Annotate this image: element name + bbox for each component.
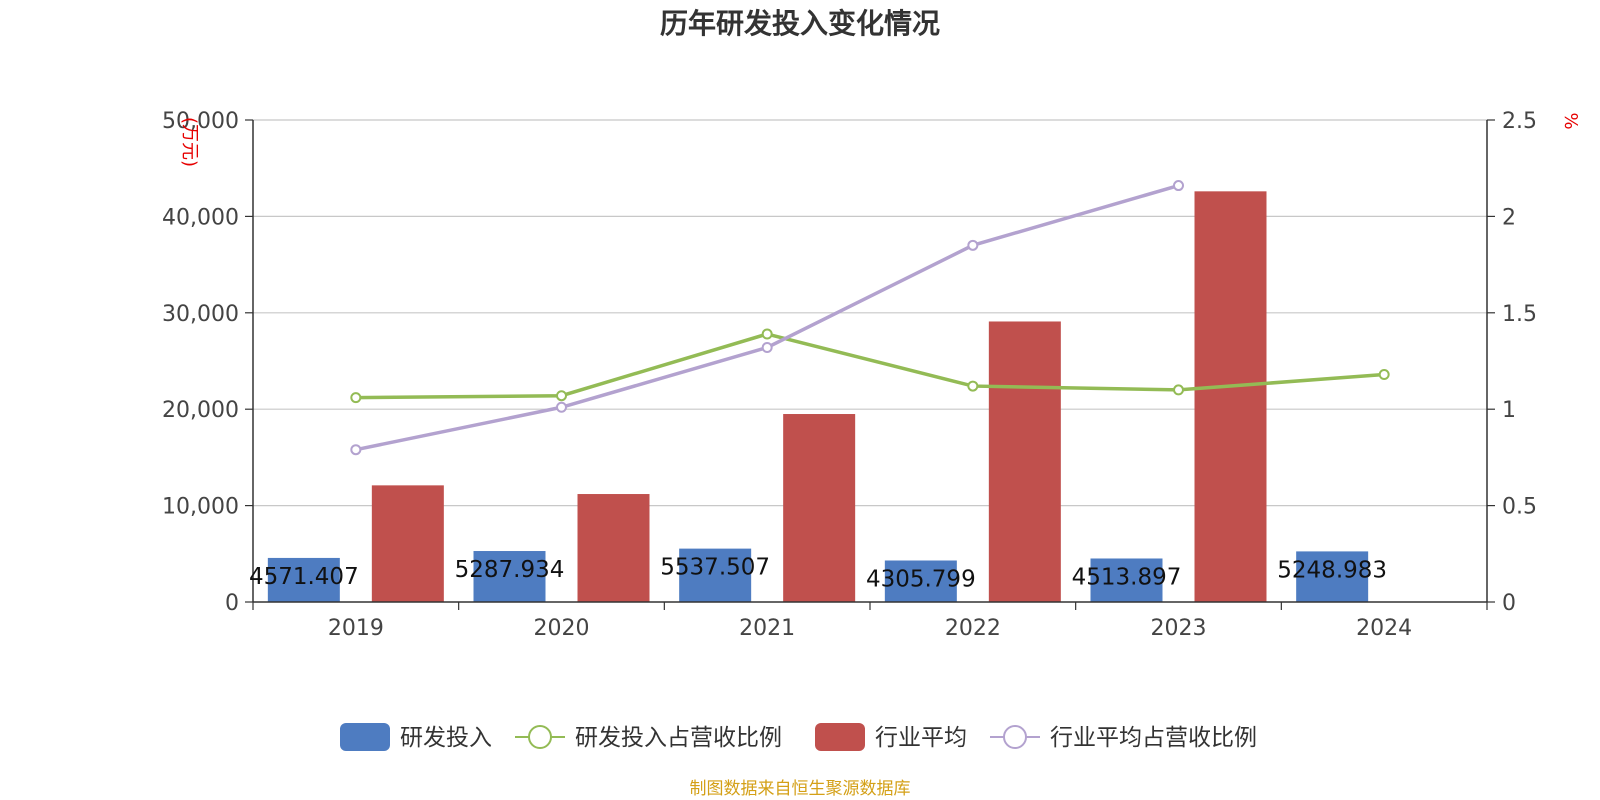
bar-industry bbox=[988, 321, 1061, 602]
x-tick-label: 2021 bbox=[739, 616, 795, 641]
right-tick-label: 0 bbox=[1502, 591, 1516, 616]
line-point bbox=[556, 390, 567, 402]
right-tick-label: 1 bbox=[1502, 398, 1516, 423]
line-point bbox=[761, 328, 773, 340]
bar-industry bbox=[1194, 191, 1267, 602]
bar-rd bbox=[1090, 558, 1163, 602]
right-axis-unit: % bbox=[1560, 112, 1581, 129]
line-point bbox=[761, 342, 773, 354]
chart-title: 历年研发投入变化情况 bbox=[660, 7, 940, 40]
bar-data-label: 5248.983 bbox=[1277, 557, 1387, 583]
legend-marker bbox=[1003, 725, 1027, 749]
legend: 研发投入 研发投入占营收比例 行业平均 行业平均占营收比例 bbox=[340, 723, 1257, 751]
bar-rd bbox=[473, 551, 546, 602]
bar-data-label: 5287.934 bbox=[455, 557, 565, 583]
bar-data-label: 4513.897 bbox=[1072, 564, 1182, 590]
bar-rd bbox=[884, 560, 957, 602]
line-point bbox=[1378, 368, 1390, 380]
line-point bbox=[350, 444, 362, 456]
legend-label: 行业平均 bbox=[875, 725, 967, 751]
line-point bbox=[967, 380, 979, 392]
x-tick-label: 2019 bbox=[328, 616, 384, 641]
legend-label: 行业平均占营收比例 bbox=[1050, 725, 1257, 751]
bar-data-label: 4305.799 bbox=[866, 566, 976, 592]
right-tick-label: 2 bbox=[1502, 205, 1516, 230]
bar-rd bbox=[1296, 551, 1369, 602]
line-point bbox=[350, 392, 362, 404]
lines bbox=[350, 180, 1390, 456]
bar-industry bbox=[371, 485, 444, 602]
left-tick-label: 0 bbox=[225, 591, 239, 616]
bar-industry bbox=[577, 494, 650, 602]
legend-marker bbox=[528, 725, 552, 749]
bar-rd bbox=[679, 548, 752, 602]
left-axis-unit: (万元) bbox=[179, 117, 200, 167]
data-labels: 4571.407 5287.934 5537.507 4305.799 4513.897… bbox=[249, 555, 1387, 593]
x-tick-label: 2022 bbox=[945, 616, 1001, 641]
left-tick-label: 30,000 bbox=[162, 302, 239, 327]
legend-label: 研发投入占营收比例 bbox=[575, 725, 782, 751]
line-point bbox=[1173, 180, 1184, 192]
bar-data-label: 5537.507 bbox=[660, 555, 770, 581]
line-series-1 bbox=[355, 332, 1385, 400]
left-tick-label: 20,000 bbox=[162, 398, 239, 423]
bar-rd bbox=[267, 557, 340, 602]
left-tick-label: 10,000 bbox=[162, 495, 239, 520]
line-point bbox=[1173, 384, 1184, 396]
line-point bbox=[556, 401, 567, 413]
axes: 0 10,000 20,000 30,000 40,000 50,000 0 0.5 1 1.5 2… bbox=[162, 109, 1537, 641]
legend-bar-swatch bbox=[815, 723, 865, 751]
right-tick-label: 0.5 bbox=[1502, 495, 1537, 520]
left-tick-label: 40,000 bbox=[162, 205, 239, 230]
bar-industry bbox=[783, 414, 856, 602]
x-tick-label: 2024 bbox=[1356, 616, 1412, 641]
x-tick-label: 2020 bbox=[534, 616, 590, 641]
bars bbox=[267, 191, 1369, 602]
line-point bbox=[967, 239, 979, 251]
grid bbox=[253, 119, 1487, 507]
right-tick-label: 1.5 bbox=[1502, 302, 1537, 327]
x-tick-label: 2023 bbox=[1151, 616, 1207, 641]
source-note: 制图数据来自恒生聚源数据库 bbox=[690, 779, 911, 799]
legend-bar-swatch bbox=[340, 723, 390, 751]
left-tick-label: 50,000 bbox=[162, 109, 239, 134]
bar-data-label: 4571.407 bbox=[249, 564, 359, 590]
right-tick-label: 2.5 bbox=[1502, 109, 1537, 134]
legend-label: 研发投入 bbox=[400, 725, 492, 751]
